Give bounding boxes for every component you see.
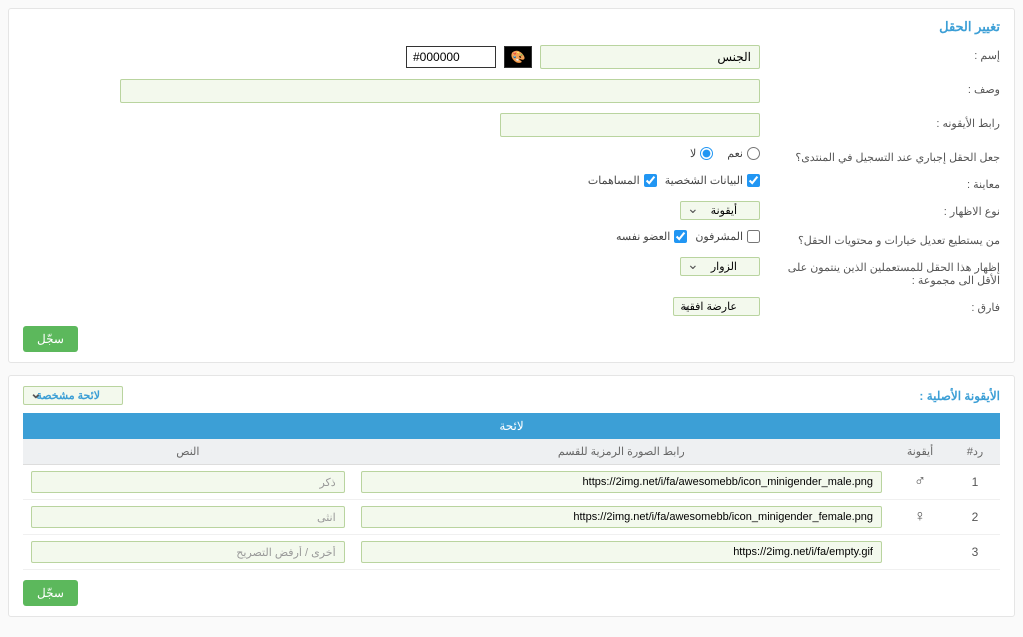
label-iconurl: رابط الأيقونه : (770, 113, 1000, 130)
table-row: 3 (23, 535, 1000, 570)
icons-title: الأيقونة الأصلية : (919, 389, 1000, 403)
label-preview: معاينة : (770, 174, 1000, 191)
color-swatch[interactable]: 🎨 (504, 46, 532, 68)
row-preview: معاينة : البيانات الشخصية المساهمات (23, 174, 1000, 191)
male-icon: ♂ (914, 473, 926, 490)
label-name: إسم : (770, 45, 1000, 62)
icons-section-header: الأيقونة الأصلية : لائحة مشخصة (23, 386, 1000, 405)
label-required: جعل الحقل إجباري عند التسجيل في المنتدى؟ (770, 147, 1000, 164)
label-editable: من يستطيع تعديل خيارات و محتويات الحقل؟ (770, 230, 1000, 247)
table-row: 2 ♀ (23, 500, 1000, 535)
label-visiblegroup: إظهار هذا الحقل للمستعملين الذين ينتمون … (770, 257, 1000, 287)
custom-list-select[interactable]: لائحة مشخصة (23, 386, 123, 405)
cell-num: 1 (950, 465, 1000, 500)
col-num: رد# (950, 439, 1000, 465)
female-icon: ♀ (914, 508, 926, 525)
col-icon: أيقونة (890, 439, 950, 465)
url-input[interactable] (361, 506, 882, 528)
text-input[interactable] (31, 541, 345, 563)
check-mods[interactable]: المشرفون (695, 230, 760, 243)
label-displaytype: نوع الاظهار : (770, 201, 1000, 218)
col-text: النص (23, 439, 353, 465)
url-input[interactable] (361, 471, 882, 493)
label-spacing: فارق : (770, 297, 1000, 314)
icons-panel: الأيقونة الأصلية : لائحة مشخصة لائحة رد#… (8, 375, 1015, 617)
row-displaytype: نوع الاظهار : أيقونة (23, 201, 1000, 220)
save-button[interactable]: سجّل (23, 326, 78, 352)
spacing-select[interactable]: عارضة افقية (673, 297, 760, 316)
color-hex-input[interactable] (406, 46, 496, 68)
name-input[interactable] (540, 45, 760, 69)
table-row: 1 ♂ (23, 465, 1000, 500)
row-editable: من يستطيع تعديل خيارات و محتويات الحقل؟ … (23, 230, 1000, 247)
row-visiblegroup: إظهار هذا الحقل للمستعملين الذين ينتمون … (23, 257, 1000, 287)
radio-yes[interactable]: نعم (727, 147, 760, 160)
row-required: جعل الحقل إجباري عند التسجيل في المنتدى؟… (23, 147, 1000, 164)
label-desc: وصف : (770, 79, 1000, 96)
cell-num: 3 (950, 535, 1000, 570)
url-input[interactable] (361, 541, 882, 563)
row-iconurl: رابط الأيقونه : (23, 113, 1000, 137)
text-input[interactable] (31, 506, 345, 528)
cell-icon: ♀ (890, 500, 950, 535)
row-desc: وصف : (23, 79, 1000, 103)
text-input[interactable] (31, 471, 345, 493)
iconurl-input[interactable] (500, 113, 760, 137)
displaytype-select[interactable]: أيقونة (680, 201, 760, 220)
check-posts[interactable]: المساهمات (588, 174, 657, 187)
radio-no[interactable]: لا (690, 147, 713, 160)
save-button-2[interactable]: سجّل (23, 580, 78, 606)
icons-table: لائحة رد# أيقونة رابط الصورة الرمزية للق… (23, 413, 1000, 570)
col-url: رابط الصورة الرمزية للقسم (353, 439, 890, 465)
table-header: لائحة (23, 413, 1000, 439)
field-edit-panel: تغيير الحقل إسم : 🎨 وصف : رابط الأيقونه … (8, 8, 1015, 363)
check-self[interactable]: العضو نفسه (616, 230, 687, 243)
cell-icon: ♂ (890, 465, 950, 500)
cell-icon (890, 535, 950, 570)
desc-input[interactable] (120, 79, 760, 103)
row-name: إسم : 🎨 (23, 45, 1000, 69)
panel-title: تغيير الحقل (23, 19, 1000, 35)
check-profile[interactable]: البيانات الشخصية (665, 174, 760, 187)
visiblegroup-select[interactable]: الزوار (680, 257, 760, 276)
row-spacing: فارق : عارضة افقية (23, 297, 1000, 316)
cell-num: 2 (950, 500, 1000, 535)
